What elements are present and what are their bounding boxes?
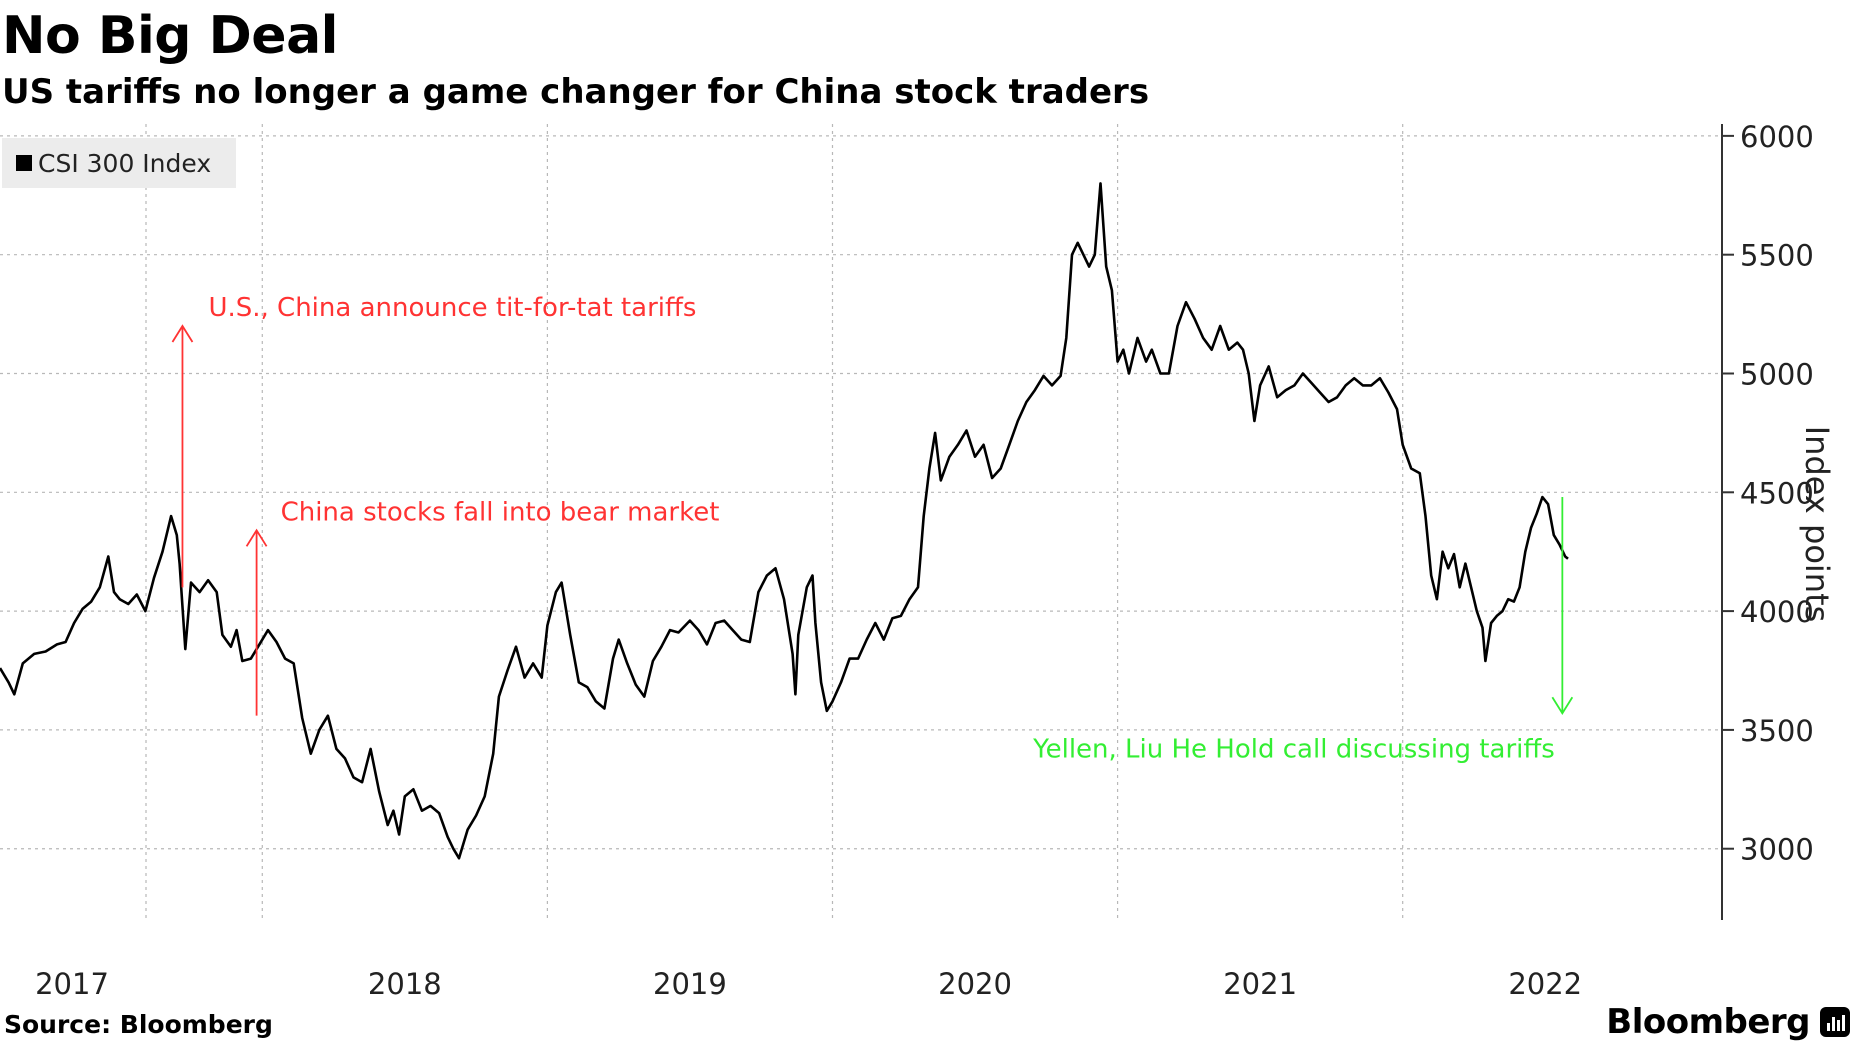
y-tick-label-3500: 3500 — [1740, 714, 1814, 748]
series-line-csi-300 — [0, 182, 1569, 860]
gridlines — [0, 124, 1722, 920]
annotation-arrowhead-2 — [1551, 696, 1574, 715]
y-axis-label: Index points — [1798, 426, 1836, 623]
annotation-label-1: China stocks fall into bear market — [281, 497, 720, 527]
source-note: Source: Bloomberg — [4, 1010, 273, 1039]
y-tick-label-6000: 6000 — [1740, 120, 1814, 154]
annotation-label-0: U.S., China announce tit-for-tat tariffs — [208, 293, 696, 323]
y-tick-label-4000: 4000 — [1740, 595, 1814, 629]
y-tick-label-5000: 5000 — [1740, 357, 1814, 391]
annotation-arrowhead-1 — [245, 528, 268, 547]
annotations: U.S., China announce tit-for-tat tariffs… — [171, 293, 1574, 764]
x-tick-label-2021: 2021 — [1223, 967, 1297, 1000]
y-tick-label-3000: 3000 — [1740, 833, 1814, 867]
legend-swatch — [16, 155, 32, 171]
brand-name: Bloomberg — [1606, 1002, 1810, 1042]
bloomberg-bars-icon — [1820, 1007, 1850, 1037]
chart-subtitle: US tariffs no longer a game changer for … — [2, 72, 1150, 112]
chart-title: No Big Deal — [2, 6, 338, 66]
x-tick-label-2018: 2018 — [368, 967, 442, 1000]
legend-label: CSI 300 Index — [38, 148, 212, 178]
x-tick-label-2019: 2019 — [653, 967, 727, 1000]
annotation-label-2: Yellen, Liu He Hold call discussing tari… — [1032, 734, 1555, 764]
y-tick-label-5500: 5500 — [1740, 239, 1814, 273]
x-tick-label-2017: 2017 — [35, 967, 109, 1000]
brand-logo: Bloomberg — [1606, 1002, 1850, 1042]
x-tick-label-2020: 2020 — [938, 967, 1012, 1000]
x-tick-label-2022: 2022 — [1508, 967, 1582, 1000]
y-tick-label-4500: 4500 — [1740, 476, 1814, 510]
y-axis: 3000 3500 4000 4500 5000 5500 6000 — [1721, 120, 1814, 920]
annotation-arrowhead-0 — [171, 324, 194, 343]
legend: CSI 300 Index — [2, 138, 236, 188]
x-axis: 2017 2018 2019 2020 2021 2022 — [35, 967, 1582, 1000]
